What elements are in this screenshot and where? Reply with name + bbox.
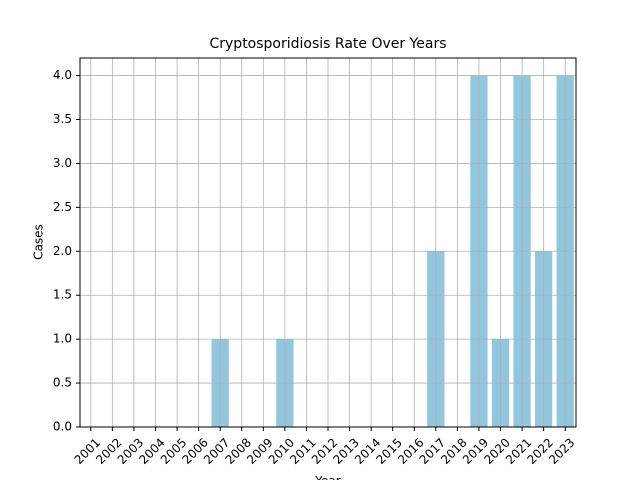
y-tick-label: 1.0 [53,332,72,346]
plot-frame [79,57,577,428]
y-tick-label: 2.5 [53,200,72,214]
y-tick-label: 0.5 [53,376,72,390]
y-tick-label: 4.0 [53,68,72,82]
y-tick-label: 3.0 [53,156,72,170]
y-tick-label: 1.5 [53,288,72,302]
y-tick-label: 0.0 [53,420,72,434]
y-axis-label: Cases [32,224,46,260]
y-tick-label: 2.0 [53,244,72,258]
y-tick-label: 3.5 [53,112,72,126]
x-axis-label: Year [314,474,340,480]
chart-title: Cryptosporidiosis Rate Over Years [209,36,446,52]
